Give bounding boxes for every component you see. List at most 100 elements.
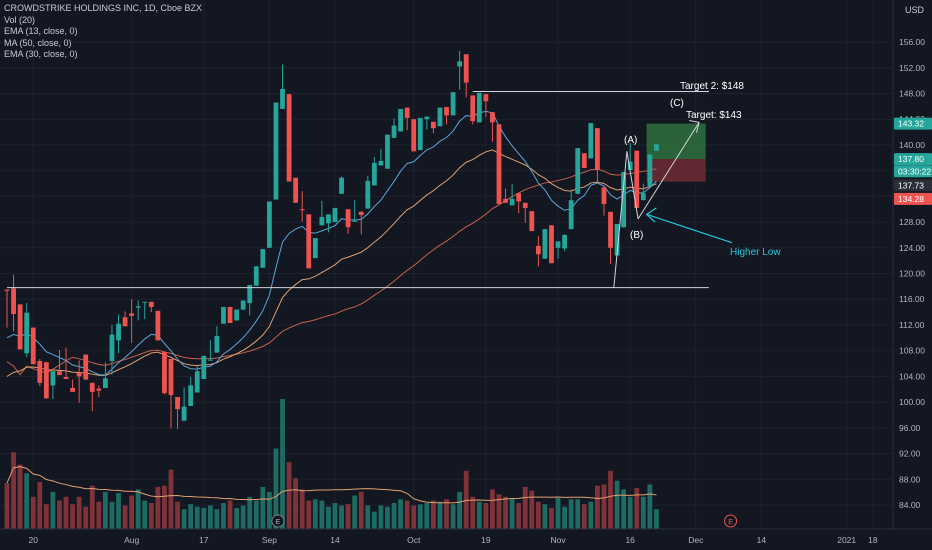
- candle-body: [57, 371, 62, 376]
- volume-bar: [352, 495, 358, 529]
- volume-bar: [326, 506, 331, 529]
- volume-bar: [358, 491, 364, 529]
- volume-bar: [424, 503, 430, 529]
- y-tick-label: 124.00: [899, 243, 925, 253]
- volume-bar: [581, 504, 587, 529]
- candle-body: [260, 249, 266, 268]
- candle-body: [253, 266, 259, 286]
- candle-body: [365, 180, 371, 209]
- candle-body: [391, 125, 397, 138]
- price-label: 134.28: [898, 194, 924, 204]
- volume-bar: [253, 500, 259, 529]
- candle-body: [188, 385, 194, 406]
- volume-bar: [221, 503, 226, 529]
- volume-bar: [89, 485, 95, 529]
- volume-bar: [168, 469, 174, 529]
- volume-bar: [293, 478, 299, 529]
- volume-bar: [496, 494, 502, 529]
- volume-bar: [280, 399, 285, 529]
- volume-bar: [444, 499, 449, 529]
- volume-bar: [365, 505, 371, 529]
- candle-body: [207, 359, 213, 361]
- candle-body: [83, 354, 89, 380]
- volume-bar: [181, 509, 187, 529]
- volume-bar: [529, 490, 535, 529]
- volume-bar: [332, 503, 338, 529]
- volume-bar: [601, 484, 607, 529]
- x-tick-label: Aug: [124, 535, 139, 545]
- volume-bar: [201, 507, 207, 529]
- candle-body: [608, 211, 613, 248]
- candle-body: [30, 327, 36, 365]
- volume-bar: [24, 473, 30, 529]
- volume-bar: [371, 511, 377, 529]
- volume-bar: [627, 496, 633, 529]
- wave-line-bc: [637, 122, 700, 220]
- candle-body: [647, 154, 653, 187]
- candle-body: [601, 187, 607, 205]
- volume-bar: [214, 509, 220, 529]
- volume-bar: [476, 501, 482, 529]
- candle-body: [634, 150, 640, 208]
- candle-body: [221, 306, 226, 324]
- candle-body: [345, 209, 351, 228]
- volume-bar: [129, 495, 135, 529]
- price-axis[interactable]: 84.00 88.00 92.00 96.00 100.00 104.00 108.00 11…: [892, 0, 932, 550]
- x-tick-label: 18: [868, 535, 878, 545]
- volume-bar: [227, 500, 233, 529]
- candle-body: [529, 211, 535, 232]
- volume-bar: [30, 496, 36, 529]
- y-tick-label: 116.00: [899, 294, 925, 304]
- volume-bar: [188, 504, 194, 529]
- x-tick-label: 20: [29, 535, 39, 545]
- candle-body: [581, 153, 587, 169]
- volume-bar: [385, 506, 390, 529]
- volume-bar: [621, 489, 627, 529]
- volume-bar: [83, 506, 89, 529]
- candle-body: [142, 301, 148, 303]
- candle-body: [11, 288, 16, 315]
- volume-bar: [483, 503, 489, 529]
- target2-label: Target 2: $148: [680, 81, 744, 92]
- chart-legend[interactable]: CROWDSTRIKE HOLDINGS INC, 1D, Cboe BZX V…: [4, 3, 202, 61]
- candle-body: [542, 229, 548, 259]
- volume-bar: [4, 483, 10, 529]
- candle-body: [4, 289, 10, 291]
- volume-bar: [155, 486, 161, 529]
- candle-body: [155, 310, 161, 341]
- candle-body: [50, 371, 56, 386]
- candle-body: [457, 61, 463, 67]
- candle-body: [621, 171, 627, 228]
- volume-bar: [562, 506, 567, 529]
- moving-averages: [6, 110, 657, 377]
- x-tick-label: Dec: [688, 535, 704, 545]
- volume-bar: [490, 489, 495, 529]
- candle-body: [194, 371, 200, 393]
- volume-bar: [614, 480, 620, 529]
- volume-bar: [37, 481, 43, 529]
- volume-bar: [247, 496, 253, 529]
- y-tick-label: 152.00: [899, 63, 925, 73]
- volume-bar: [17, 464, 23, 529]
- x-tick-label: 16: [625, 535, 635, 545]
- wave-b-label: (B): [630, 230, 644, 241]
- volume-bar: [640, 496, 646, 529]
- volume-bar: [588, 501, 594, 529]
- volume-bar: [542, 504, 548, 529]
- volume-bar: [194, 506, 200, 529]
- higher-low-arrow: [646, 213, 733, 244]
- candle-body: [181, 406, 187, 421]
- volume-bar: [43, 504, 49, 529]
- candle-body: [148, 301, 154, 307]
- volume-bar: [103, 491, 108, 529]
- volume-bar: [575, 499, 581, 529]
- time-axis[interactable]: 20 Aug 17 Sep 14 Oct 19 Nov 16 Dec 14 2021 18: [0, 528, 932, 545]
- y-tick-label: 156.00: [899, 37, 925, 47]
- volume-bar: [457, 491, 463, 529]
- candle-body: [562, 234, 567, 249]
- volume-bar: [312, 499, 318, 529]
- x-tick-label: 19: [481, 535, 491, 545]
- volume-bar: [555, 498, 561, 529]
